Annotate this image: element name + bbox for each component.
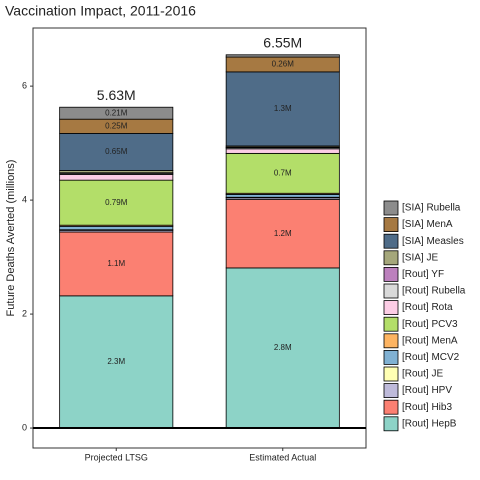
legend-swatch	[383, 217, 399, 233]
bar-segment	[225, 54, 340, 58]
value-label: 0.65M	[105, 147, 128, 156]
value-label: 1.2M	[274, 229, 292, 238]
value-label: 0.21M	[105, 108, 128, 117]
legend-label: [SIA] Measles	[402, 236, 464, 247]
legend-swatch	[383, 250, 399, 266]
legend-label: [SIA] Rubella	[402, 203, 461, 214]
x-tick-label: Projected LTSG	[85, 452, 148, 462]
y-axis-label: Future Deaths Averted (millions)	[5, 160, 17, 317]
legend-swatch	[383, 366, 399, 382]
legend-swatch	[383, 300, 399, 316]
value-label: 1.1M	[107, 259, 125, 268]
bar-segment	[225, 148, 340, 154]
legend-swatch	[383, 200, 399, 216]
y-tick-label: 2	[22, 308, 27, 318]
x-tick-label: Estimated Actual	[249, 452, 316, 462]
bar-segment	[225, 152, 340, 194]
legend-swatch	[383, 349, 399, 365]
legend-label: [Rout] HepB	[402, 418, 457, 429]
legend-swatch	[383, 333, 399, 349]
value-label: 0.7M	[274, 168, 292, 177]
legend-swatch	[383, 399, 399, 415]
y-tick-label: 4	[22, 194, 27, 204]
value-label: 2.8M	[274, 343, 292, 352]
legend-label: [Rout] Hib3	[402, 402, 452, 413]
value-label: 0.25M	[105, 121, 128, 130]
legend-swatch	[383, 383, 399, 399]
legend-label: [Rout] Rubella	[402, 286, 466, 297]
bar-segment	[59, 295, 174, 429]
legend-swatch	[383, 316, 399, 332]
bar-segment	[225, 71, 340, 147]
bar-segment	[59, 174, 174, 181]
total-label: 6.55M	[263, 34, 302, 50]
legend-label: [Rout] MenA	[402, 335, 458, 346]
bar-segment	[225, 194, 340, 198]
bar-segment	[59, 179, 174, 226]
total-label: 5.63M	[97, 87, 136, 103]
legend-label: [Rout] YF	[402, 269, 444, 280]
legend-label: [Rout] JE	[402, 369, 443, 380]
legend-label: [SIA] MenA	[402, 219, 453, 230]
y-tick-label: 0	[22, 422, 27, 432]
legend-label: [SIA] JE	[402, 252, 438, 263]
value-label: 1.3M	[274, 104, 292, 113]
value-label: 0.79M	[105, 198, 128, 207]
chart-title: Vaccination Impact, 2011-2016	[5, 3, 196, 19]
legend-label: [Rout] HPV	[402, 385, 452, 396]
legend-swatch	[383, 233, 399, 249]
legend-label: [Rout] Rota	[402, 302, 453, 313]
value-label: 2.3M	[107, 357, 125, 366]
bar-segment	[59, 106, 174, 120]
bar-segment	[225, 267, 340, 429]
bar-segment	[59, 133, 174, 171]
legend-label: [Rout] PCV3	[402, 319, 458, 330]
legend-swatch	[383, 283, 399, 299]
y-tick-label: 6	[22, 81, 27, 91]
bar-segment	[59, 225, 174, 231]
legend-swatch	[383, 266, 399, 282]
legend-label: [Rout] MCV2	[402, 352, 460, 363]
value-label: 0.26M	[272, 60, 295, 69]
legend-swatch	[383, 416, 399, 432]
